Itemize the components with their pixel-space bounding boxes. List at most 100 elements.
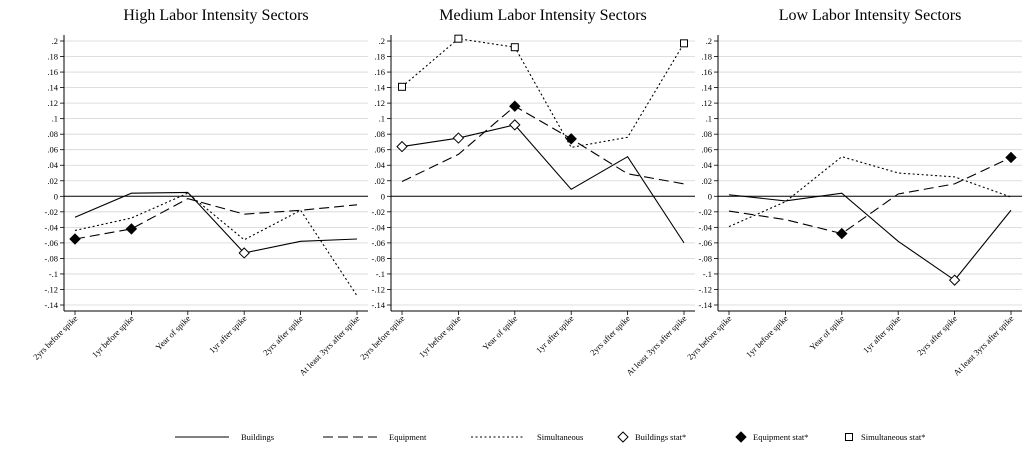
x-tick-label: 2yrs after spike: [261, 313, 305, 357]
x-tick-label: 1yr after spike: [207, 313, 249, 355]
buildings-stat-marker: [396, 140, 408, 153]
x-tick-label: At least 3yrs after spike: [624, 313, 688, 377]
x-tick-label: 1yr before spike: [744, 313, 790, 359]
series-line-simultaneous: [74, 192, 358, 296]
chart-title: Medium Labor Intensity Sectors: [439, 7, 647, 24]
y-tick-label: .04: [374, 160, 385, 170]
simultaneous-stat-marker: [398, 82, 406, 91]
legend-label: Equipment: [389, 432, 427, 442]
legend-label: Equipment stat*: [753, 432, 808, 442]
chart-panels: High Labor Intensity Sectors .2 .18 .16 .14.…: [31, 7, 1022, 378]
x-tick-label: Year of spike: [480, 313, 519, 352]
x-tick-label: 1yr before spike: [90, 313, 136, 359]
buildings-stat-marker: [238, 247, 250, 259]
chart-panel-2: Medium Labor Intensity Sectors .2 .18 .16 .1…: [358, 7, 695, 378]
y-tick-label: -.02: [45, 207, 58, 217]
y-tick-label: .12: [47, 98, 58, 108]
y-tick-label: -.02: [372, 207, 385, 217]
y-tick-label: -.06: [372, 238, 385, 248]
legend-item: Equipment stat*: [735, 431, 808, 443]
chart-panel-3: Low Labor Intensity Sectors .2 .18 .16 .14 .1…: [685, 7, 1022, 378]
equipment-stat-marker: [565, 133, 577, 145]
equipment-stat-marker: [836, 227, 848, 240]
x-tick-label: 1yr after spike: [861, 313, 903, 355]
y-tick-label: .04: [47, 160, 58, 170]
y-tick-label: .14: [374, 83, 385, 93]
x-tick-label: Year of spike: [807, 313, 846, 352]
y-tick-label: .2: [379, 36, 385, 46]
legend-label: Simultaneous stat*: [861, 432, 925, 442]
series-line-equipment: [401, 105, 685, 185]
x-tick-label: 1yr before spike: [417, 313, 463, 359]
y-tick-label: -.1: [376, 269, 385, 279]
y-tick-label: .18: [374, 52, 385, 62]
y-tick-label: .16: [47, 67, 58, 77]
y-tick-label: -.08: [45, 253, 58, 263]
y-tick-label: .16: [701, 67, 712, 77]
y-tick-label: -.04: [699, 222, 713, 232]
y-tick-label: .08: [374, 129, 385, 139]
y-tick-label: .06: [374, 145, 385, 155]
series-line-equipment: [728, 156, 1012, 235]
y-tick-label: -.04: [45, 222, 59, 232]
y-tick-label: -.1: [703, 269, 712, 279]
y-tick-label: -.02: [699, 207, 712, 217]
y-tick-label: -.06: [699, 238, 712, 248]
legend-item: Simultaneous: [471, 432, 583, 442]
y-tick-label: .08: [47, 129, 58, 139]
legend-item: Equipment: [323, 432, 427, 442]
legend-item: Buildings stat*: [617, 431, 686, 443]
equipment-stat-marker: [125, 223, 138, 235]
y-tick-label: -.04: [372, 222, 386, 232]
y-tick-label: -.1: [49, 269, 58, 279]
y-tick-label: .08: [701, 129, 712, 139]
y-tick-label: .18: [47, 52, 58, 62]
y-tick-label: .1: [379, 114, 385, 124]
y-tick-label: .14: [701, 83, 712, 93]
x-tick-label: At least 3yrs after spike: [297, 313, 361, 377]
y-tick-label: .06: [701, 145, 712, 155]
equipment-stat-marker: [69, 233, 81, 245]
legend-label: Buildings: [241, 432, 274, 442]
y-tick-label: .06: [47, 145, 58, 155]
x-tick-label: 2yrs after spike: [588, 313, 632, 357]
legend-swatch: [735, 431, 747, 443]
x-tick-label: 2yrs before spike: [685, 313, 734, 362]
y-tick-label: .2: [706, 36, 712, 46]
equipment-stat-marker: [509, 100, 521, 112]
y-tick-label: .02: [47, 176, 58, 186]
x-tick-label: 1yr after spike: [534, 313, 576, 355]
y-tick-label: .04: [701, 160, 712, 170]
legend-label: Simultaneous: [537, 432, 583, 442]
y-tick-label: -.08: [372, 253, 385, 263]
y-tick-label: .12: [374, 98, 385, 108]
x-tick-label: 2yrs before spike: [31, 313, 80, 362]
y-tick-label: 0: [54, 191, 58, 201]
y-tick-label: .02: [374, 176, 385, 186]
legend-swatch: [617, 431, 629, 443]
y-tick-label: -.12: [372, 284, 385, 294]
chart-panel-1: High Labor Intensity Sectors .2 .18 .16 .14.…: [31, 7, 368, 378]
simultaneous-stat-marker: [510, 43, 519, 52]
y-tick-label: .02: [701, 176, 712, 186]
buildings-stat-marker: [948, 274, 961, 286]
x-tick-label: At least 3yrs after spike: [951, 313, 1015, 377]
series-line-buildings: [401, 124, 685, 244]
legend: Buildings Equipment Simultaneous Buildings …: [175, 431, 925, 443]
chart-title: High Labor Intensity Sectors: [123, 7, 308, 24]
series-line-buildings: [74, 191, 358, 254]
x-tick-label: Year of spike: [153, 313, 192, 352]
y-tick-label: -.06: [45, 238, 58, 248]
legend-item: Simultaneous stat*: [845, 432, 925, 442]
equipment-stat-marker: [1005, 151, 1017, 164]
series-line-equipment: [74, 198, 358, 240]
series-line-simultaneous: [401, 38, 685, 148]
legend-item: Buildings: [175, 432, 274, 442]
y-tick-label: .1: [52, 114, 58, 124]
y-tick-label: .1: [706, 114, 712, 124]
y-tick-label: .16: [374, 67, 385, 77]
chart-title: Low Labor Intensity Sectors: [779, 7, 962, 24]
y-tick-label: -.12: [45, 284, 58, 294]
y-tick-label: .2: [52, 36, 58, 46]
